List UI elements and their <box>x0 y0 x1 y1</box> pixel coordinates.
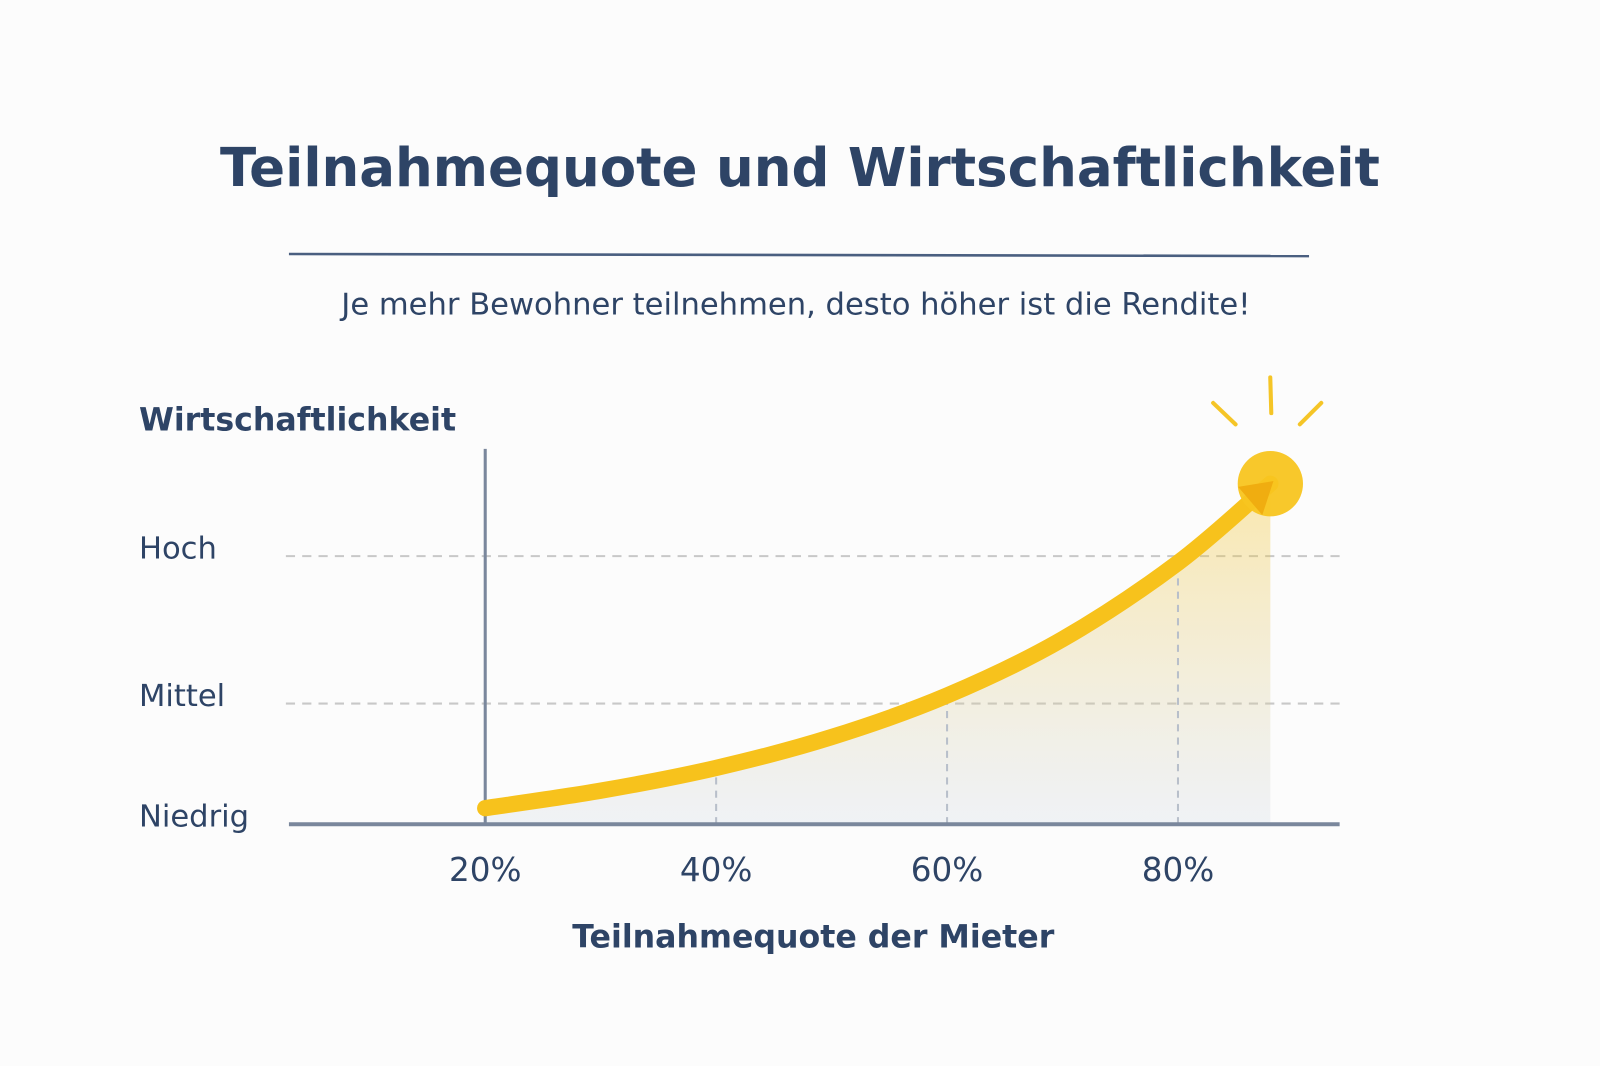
x-tick-label: 80% <box>1142 851 1215 889</box>
trend-line <box>477 475 1279 817</box>
y-tick-label: Mittel <box>139 679 225 714</box>
y-axis-title: Wirtschaftlichkeit <box>139 402 456 438</box>
sun-rays <box>1211 375 1324 427</box>
title-divider <box>288 252 1310 258</box>
x-tick-label: 40% <box>680 851 753 889</box>
arrow-head <box>1238 481 1274 516</box>
chart-title: Teilnahmequote und Wirtschaftlichkeit <box>220 137 1380 199</box>
y-tick-label: Niedrig <box>139 800 249 835</box>
area-glow <box>485 483 1271 825</box>
x-tick-label: 20% <box>449 851 522 889</box>
x-axis-title: Teilnahmequote der Mieter <box>572 919 1055 955</box>
chart-subtitle: Je mehr Bewohner teilnehmen, desto höher… <box>339 288 1250 323</box>
x-tick-label: 60% <box>911 851 984 889</box>
y-tick-label: Hoch <box>139 531 217 566</box>
